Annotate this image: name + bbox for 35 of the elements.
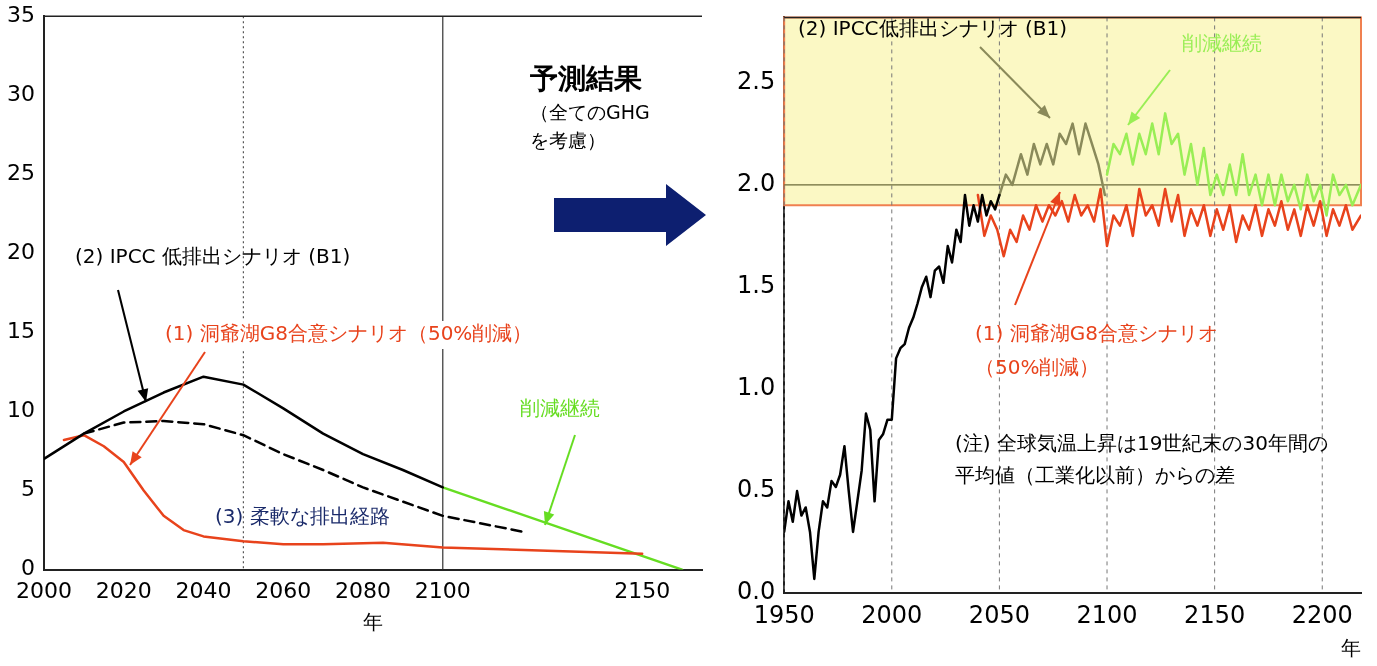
x-tick-label: 2000 <box>861 600 923 629</box>
x-tick-label: 2100 <box>1076 600 1138 629</box>
series-label: (3) 柔軟な排出経路 <box>215 504 390 529</box>
y-tick-label: 2.0 <box>737 169 776 198</box>
text: 削減継続 <box>1182 31 1262 56</box>
y-tick-label: 25 <box>6 160 35 186</box>
x-tick-label: 2040 <box>175 577 232 603</box>
y-tick-label: 30 <box>6 80 35 106</box>
y-tick-label: 5 <box>20 476 35 502</box>
annotation: （全てのGHGを考慮） <box>530 100 651 153</box>
x-tick-label: 2150 <box>1184 600 1246 629</box>
text: (1) 洞爺湖G8合意シナリオ（50%削減） <box>165 321 533 346</box>
x-axis-title: 年 <box>363 610 383 635</box>
y-tick-label: 10 <box>6 397 35 423</box>
text: (1) 洞爺湖G8合意シナリオ（50%削減） <box>975 321 1218 380</box>
x-tick-label: 2080 <box>335 577 392 603</box>
x-tick-label: 2150 <box>614 577 671 603</box>
y-tick-label: 20 <box>6 239 35 265</box>
text: 予測結果 <box>530 61 643 97</box>
y-tick-label: 2.5 <box>737 66 776 95</box>
y-tick-label: 15 <box>6 318 35 344</box>
y-tick-label: 35 <box>6 1 35 27</box>
text: (2) IPCC低排出シナリオ (B1) <box>798 16 1067 41</box>
y-tick-label: 1.0 <box>737 373 776 402</box>
x-tick-label: 2050 <box>968 600 1030 629</box>
text: (2) IPCC 低排出シナリオ (B1) <box>75 244 351 269</box>
x-tick-label: 2200 <box>1291 600 1353 629</box>
x-tick-label: 2060 <box>255 577 312 603</box>
annotation: (注) 全球気温上昇は19世紀末の30年間の平均値（工業化以前）からの差 <box>955 431 1328 488</box>
text: 削減継続 <box>520 396 600 421</box>
y-tick-label: 1.5 <box>737 271 776 300</box>
x-tick-label: 2020 <box>95 577 152 603</box>
x-tick-label: 2100 <box>414 577 471 603</box>
y-tick-label: 0.5 <box>737 475 776 504</box>
x-axis-title: 年 <box>1341 636 1361 661</box>
